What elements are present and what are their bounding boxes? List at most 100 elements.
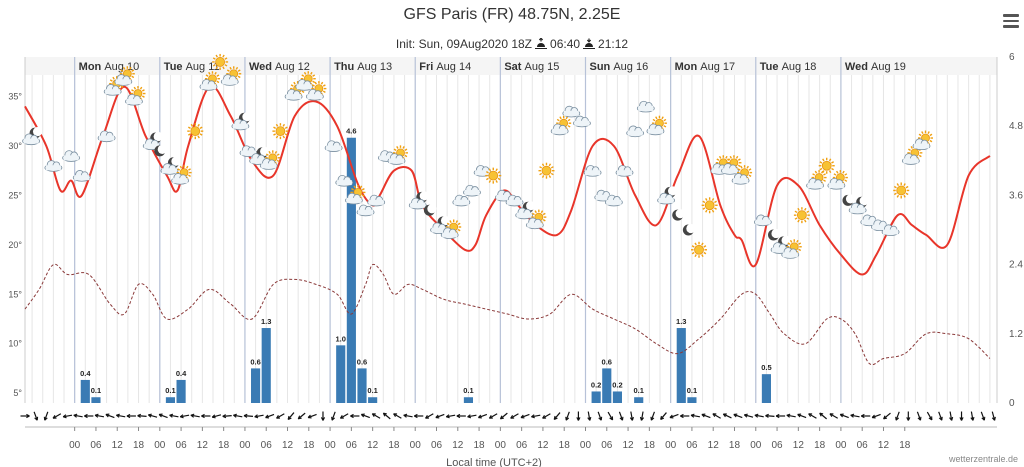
x-tick-label: 06 — [686, 440, 698, 451]
cloud-icon — [753, 214, 772, 227]
precip-bar — [165, 397, 176, 403]
wind-arrow — [488, 413, 498, 419]
precip-label: 4.6 — [346, 127, 356, 136]
wind-arrow — [712, 413, 721, 419]
credit-label: wetterzentrale.de — [948, 454, 1018, 464]
moon-icon — [768, 228, 781, 241]
precip-label: 0.4 — [80, 369, 91, 378]
x-tick-label: 00 — [325, 440, 337, 451]
sun-icon — [691, 241, 708, 258]
wind-arrow — [425, 413, 434, 419]
cloud-icon — [626, 125, 645, 138]
day-label: Mon Aug 10 — [79, 61, 140, 73]
cloud-icon — [562, 105, 581, 118]
left-tick-label: 25° — [8, 190, 22, 200]
precip-label: 0.1 — [367, 386, 377, 395]
wind-arrow — [350, 413, 360, 419]
wind-arrow — [542, 413, 551, 419]
wind-arrow — [938, 411, 943, 421]
x-tick-label: 00 — [495, 440, 507, 451]
cloud-icon — [881, 224, 900, 236]
wind-arrow — [126, 413, 136, 419]
x-tick-label: 00 — [835, 440, 847, 451]
sun-cloud-icon — [295, 71, 316, 91]
wind-arrow — [829, 413, 839, 419]
precip-bar — [687, 397, 697, 403]
sun-cloud-icon — [103, 76, 125, 96]
wind-arrow — [243, 413, 254, 418]
wind-arrow — [991, 411, 996, 421]
sun-cloud-icon — [114, 66, 135, 86]
left-tick-label: 30° — [8, 141, 22, 151]
wind-arrow — [980, 411, 986, 421]
left-tick-label: 35° — [8, 92, 22, 102]
wind-arrow — [190, 413, 200, 418]
precip-bar — [251, 368, 261, 403]
wind-arrow — [660, 412, 667, 420]
sun-cloud-icon — [781, 239, 802, 259]
wind-arrow — [839, 413, 849, 419]
precip-label: 0.4 — [176, 369, 187, 378]
cloud-icon — [860, 214, 879, 227]
sun-icon — [212, 53, 229, 70]
chart-title: GFS Paris (FR) 48.75N, 2.25E — [403, 6, 621, 23]
temperature-line — [24, 85, 991, 276]
precip-bar — [80, 379, 90, 403]
precip-bar — [676, 328, 686, 403]
sun-icon — [701, 197, 718, 214]
sun-cloud-icon — [440, 219, 462, 239]
right-tick-label: 2.4 — [1009, 260, 1023, 271]
wind-arrow — [786, 413, 796, 418]
precip-label: 0.6 — [250, 357, 260, 366]
cloud-icon — [636, 100, 655, 113]
sun-cloud-icon — [125, 86, 146, 106]
cloud-icon — [44, 160, 63, 172]
cloud-icon — [495, 189, 513, 202]
x-tick-label: 06 — [431, 440, 443, 451]
sun-icon — [818, 157, 835, 174]
x-tick-label: 12 — [537, 440, 549, 451]
wind-arrow — [926, 411, 933, 421]
sunset-icon — [583, 38, 596, 49]
sun-cloud-icon — [220, 66, 242, 86]
moon-icon — [423, 204, 437, 216]
wind-arrow — [477, 413, 488, 419]
sun-cloud-icon — [525, 209, 547, 230]
sun-icon — [893, 182, 910, 199]
x-tick-label: 18 — [644, 440, 656, 451]
x-tick-label: 06 — [261, 440, 273, 451]
wind-arrow — [254, 414, 264, 419]
x-tick-label: 00 — [580, 440, 592, 451]
x-tick-label: 06 — [857, 440, 869, 451]
wind-arrow — [597, 411, 603, 421]
moon-icon — [154, 144, 167, 157]
wind-arrow — [883, 412, 891, 420]
precip-bar — [176, 379, 186, 403]
sun-cloud-icon — [721, 155, 742, 175]
wind-arrow — [906, 411, 911, 421]
day-label: Wed Aug 19 — [845, 61, 906, 73]
sun-cloud-icon — [550, 115, 572, 136]
wind-arrow — [754, 413, 764, 418]
day-label: Tue Aug 11 — [164, 61, 220, 73]
sun-icon — [187, 123, 204, 140]
sun-cloud-icon — [305, 81, 327, 101]
x-tick-label: 06 — [771, 440, 783, 451]
cloud-icon — [324, 140, 343, 152]
moon-cloud-icon — [231, 112, 252, 131]
precip-bar — [336, 345, 346, 403]
precip-label: 0.5 — [761, 363, 771, 372]
wind-arrow — [765, 413, 775, 418]
precip-label: 0.6 — [357, 357, 367, 366]
wind-arrow — [435, 413, 445, 419]
wind-arrow — [147, 413, 158, 418]
precip-bar — [261, 328, 271, 403]
sun-cloud-icon — [827, 170, 848, 190]
day-label: Sat Aug 15 — [504, 61, 559, 73]
precip-label: 0.1 — [463, 386, 473, 395]
x-tick-label: 12 — [793, 440, 805, 451]
x-axis-label: Local time (UTC+2) — [446, 457, 542, 467]
cloud-icon — [463, 184, 481, 197]
hamburger-menu-icon[interactable] — [1003, 14, 1019, 28]
wind-arrow — [33, 411, 39, 421]
